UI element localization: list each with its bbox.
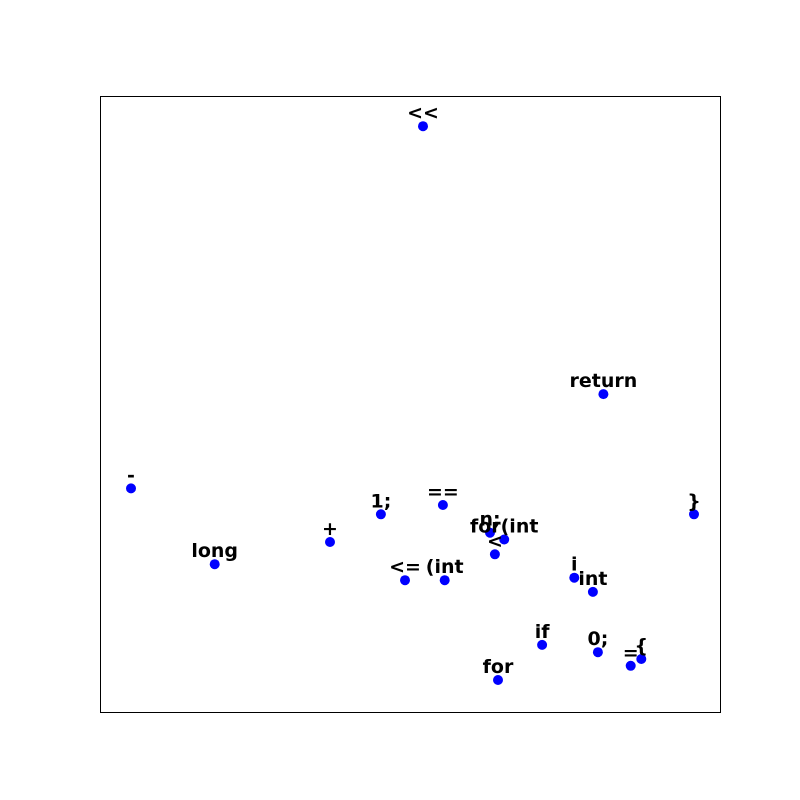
point-label: for bbox=[483, 656, 514, 678]
point-label: i bbox=[571, 554, 578, 576]
scatter-point bbox=[126, 483, 136, 494]
scatter-point bbox=[209, 559, 220, 570]
scatter-point bbox=[625, 660, 636, 671]
point-label: 1; bbox=[370, 490, 391, 512]
plot-area-frame bbox=[100, 96, 721, 713]
point-label: if bbox=[535, 621, 551, 643]
scatter-point bbox=[418, 121, 428, 132]
scatter-point bbox=[499, 534, 510, 545]
point-label: <= bbox=[389, 556, 421, 578]
scatter-point bbox=[598, 389, 609, 400]
scatter-point bbox=[325, 537, 335, 547]
point-label: } bbox=[687, 490, 701, 512]
scatter-point bbox=[375, 509, 386, 520]
scatter-point bbox=[485, 527, 495, 538]
scatter-point bbox=[636, 654, 647, 664]
point-label: + bbox=[322, 518, 338, 540]
scatter-point bbox=[489, 549, 500, 560]
point-label: == bbox=[427, 481, 459, 503]
scatter-point bbox=[592, 647, 603, 658]
point-label: n; bbox=[479, 509, 500, 531]
scatter-point bbox=[400, 575, 410, 586]
scatter-point bbox=[439, 575, 450, 586]
point-label: for(int bbox=[470, 516, 539, 538]
point-label: < bbox=[487, 530, 503, 552]
point-label: int bbox=[578, 568, 607, 590]
point-label: long bbox=[191, 540, 238, 562]
point-label: (int bbox=[426, 556, 464, 578]
scatter-point bbox=[437, 500, 448, 510]
point-label: 0; bbox=[587, 628, 608, 650]
scatter-point bbox=[587, 586, 598, 597]
point-label: return bbox=[570, 370, 638, 392]
scatter-point bbox=[493, 675, 503, 685]
point-label: - bbox=[127, 464, 135, 486]
scatter-point bbox=[689, 509, 699, 520]
scatter-point bbox=[537, 639, 548, 650]
point-label: = bbox=[623, 642, 639, 664]
point-label: { bbox=[635, 635, 649, 657]
point-label: << bbox=[407, 102, 439, 124]
scatter-point bbox=[569, 572, 580, 583]
